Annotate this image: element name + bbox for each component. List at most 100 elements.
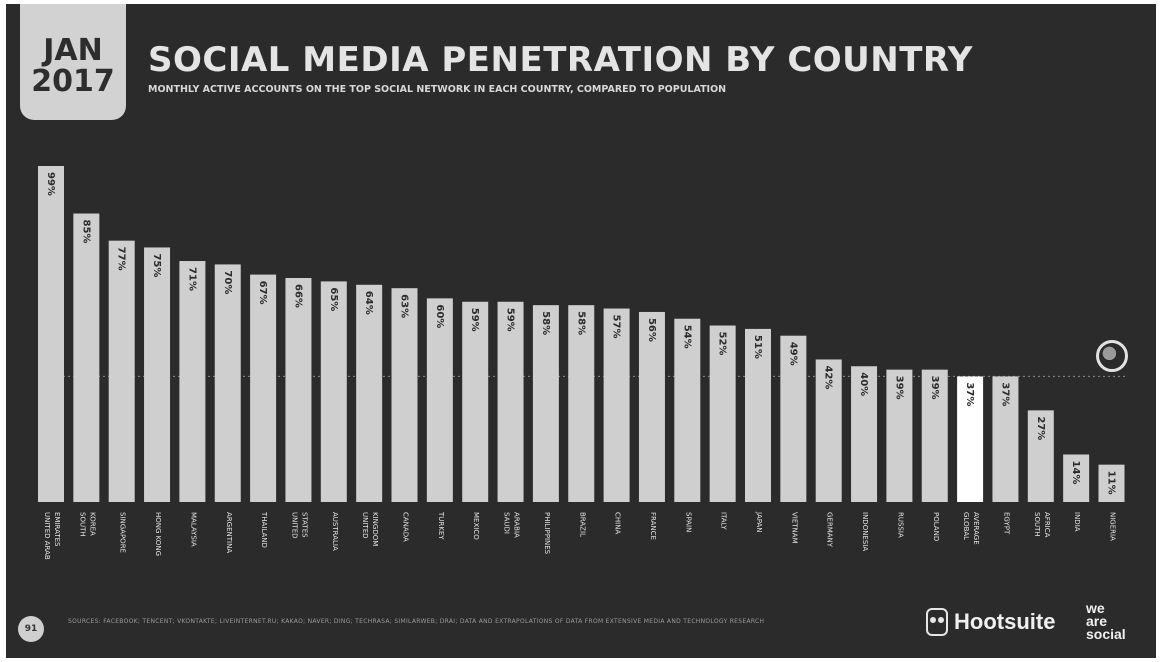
bar [426,298,453,502]
bar [568,305,595,502]
was-word-2: are [1086,613,1108,629]
data-label: 52% [717,332,728,356]
data-label: 11% [1106,471,1117,495]
bar [73,213,100,503]
bar [285,278,312,502]
category-label: RUSSIA [896,512,904,538]
bar [38,166,64,502]
data-label: 39% [929,376,940,400]
data-label: 58% [540,311,551,335]
bar [780,335,807,502]
data-label: 85% [80,220,91,244]
data-label: 70% [222,270,233,294]
category-label: AVERAGE [972,512,980,545]
data-label: 40% [858,372,869,396]
data-label: 59% [505,308,516,332]
data-label: 58% [575,311,586,335]
data-label: 57% [611,315,622,339]
category-label: THAILAND [260,511,268,548]
data-label: 71% [186,267,197,291]
data-label: 60% [434,304,445,328]
data-label: 66% [292,284,303,308]
category-label: CANADA [402,512,410,542]
bar [603,308,630,502]
was-word-3: social [1086,626,1126,642]
bar [886,369,913,502]
category-label: UNITED [290,512,298,539]
category-label: CHINA [614,512,622,534]
category-label: MEXICO [472,512,480,540]
category-label: KINGDOM [371,512,379,546]
category-label: NIGERIA [1109,512,1117,541]
page-number: 91 [18,616,44,642]
category-label: SAUDI [503,512,511,534]
category-label: JAPAN [755,511,763,533]
category-label: GERMANY [826,512,834,548]
data-label: 37% [999,382,1010,406]
category-label: SPAIN [684,512,692,532]
bar [250,274,277,502]
data-label: 42% [823,365,834,389]
category-label: TURKEY [437,511,445,540]
category-label: ARABIA [513,512,521,538]
hootsuite-logo: Hootsuite [926,608,1055,636]
category-label: STATES [300,512,308,538]
data-label: 54% [681,325,692,349]
source-note: SOURCES: FACEBOOK; TENCENT; VKONTAKTE; L… [68,618,765,625]
bar [391,288,418,502]
bar [1063,454,1090,502]
category-label: UNITED ARAB [43,512,51,560]
bar [851,366,878,502]
category-label: FRANCE [649,512,657,540]
category-label: ARGENTINA [225,512,233,553]
we-are-social-logo: we are social [1086,600,1126,642]
bar [108,240,135,502]
was-word-1: we [1086,600,1105,616]
date-year: 2017 [31,64,115,99]
data-label: 63% [399,294,410,318]
category-label: BRAZIL [578,512,586,537]
category-label: AUSTRALIA [331,512,339,551]
bar [815,359,842,502]
bar [638,311,665,502]
page-title: SOCIAL MEDIA PENETRATION BY COUNTRY [148,40,973,80]
category-label: INDONESIA [861,512,869,551]
data-label: 99% [45,172,56,196]
data-label: 56% [646,318,657,342]
bar [179,261,206,502]
bar [957,376,984,502]
category-label: SOUTH [1033,512,1041,537]
data-label: 51% [752,335,763,359]
category-label: VIETNAM [790,512,798,544]
category-label: PHILIPPINES [543,512,551,555]
data-label: 39% [893,376,904,400]
bar [497,301,524,502]
category-label: AFRICA [1043,512,1051,538]
category-label: GLOBAL [962,512,970,540]
category-label: POLAND [932,512,940,541]
data-label: 64% [363,291,374,315]
bar [356,284,383,502]
bar [1098,464,1125,502]
bar [320,281,347,502]
bar [1027,410,1054,502]
category-label: EGYPT [1002,512,1010,535]
category-label: EMIRATES [53,512,61,547]
owl-icon [926,608,948,636]
bar [921,369,948,502]
data-label: 59% [469,308,480,332]
category-label: SOUTH [78,512,86,537]
bar [462,301,489,502]
data-label: 75% [151,253,162,277]
category-label: KOREA [88,512,96,536]
globe-icon [1096,340,1128,372]
bar [532,305,559,502]
hootsuite-wordmark: Hootsuite [954,609,1056,634]
bar [709,325,736,502]
category-label: MALAYSIA [189,512,197,547]
bar [745,328,771,502]
category-label: UNITED [361,512,369,539]
date-badge: JAN 2017 [20,4,126,120]
data-label: 49% [787,342,798,366]
